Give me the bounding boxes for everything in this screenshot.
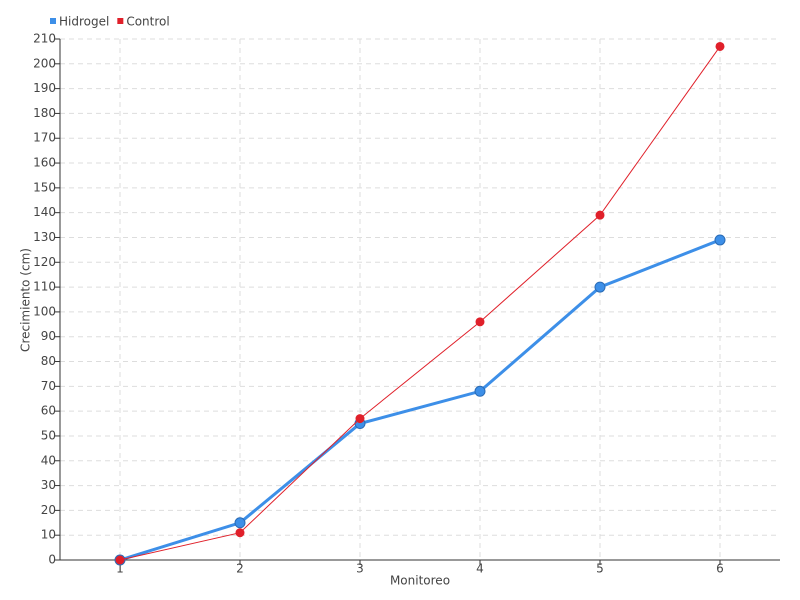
series-line: [119, 46, 721, 561]
legend-label: Hidrogel: [59, 15, 109, 29]
y-tick-label: 140: [33, 205, 56, 219]
x-tick-label: 1: [116, 562, 124, 576]
y-tick-label: 10: [41, 528, 56, 542]
data-point: [235, 528, 245, 538]
y-tick-label: 120: [33, 255, 56, 269]
y-tick-label: 20: [41, 503, 56, 517]
x-tick-label: 5: [596, 562, 604, 576]
data-point: [115, 555, 125, 565]
y-tick-label: 130: [33, 230, 56, 244]
legend-label: Control: [126, 15, 169, 29]
legend-swatch: [50, 18, 56, 24]
data-point: [715, 41, 725, 51]
data-point: [594, 281, 606, 293]
data-point: [234, 517, 246, 529]
y-tick-label: 180: [33, 106, 56, 120]
x-axis-label: Monitoreo: [390, 574, 450, 588]
x-tick-label: 4: [476, 562, 484, 576]
y-tick-label: 100: [33, 304, 56, 318]
x-tick-label: 6: [716, 562, 724, 576]
data-point: [595, 210, 605, 220]
x-tick-label: 3: [356, 562, 364, 576]
y-tick-label: 190: [33, 81, 56, 95]
y-tick-label: 170: [33, 131, 56, 145]
y-tick-label: 70: [41, 379, 56, 393]
y-tick-label: 110: [33, 280, 56, 294]
y-tick-label: 210: [33, 32, 56, 46]
y-tick-label: 40: [41, 453, 56, 467]
x-tick-label: 2: [236, 562, 244, 576]
y-tick-label: 150: [33, 180, 56, 194]
legend-swatch: [117, 18, 124, 24]
data-point: [474, 385, 486, 397]
y-tick-label: 90: [41, 329, 56, 343]
y-tick-label: 200: [33, 56, 56, 70]
y-tick-label: 30: [41, 478, 56, 492]
data-point: [355, 414, 365, 424]
series-line: [119, 238, 721, 562]
y-tick-label: 60: [41, 404, 56, 418]
y-tick-label: 50: [41, 428, 56, 442]
data-point: [475, 317, 485, 327]
y-tick-label: 0: [48, 553, 56, 567]
y-axis-label: Crecimiento (cm): [19, 248, 33, 352]
y-tick-label: 80: [41, 354, 56, 368]
y-tick-label: 160: [33, 156, 56, 170]
data-point: [714, 234, 726, 246]
